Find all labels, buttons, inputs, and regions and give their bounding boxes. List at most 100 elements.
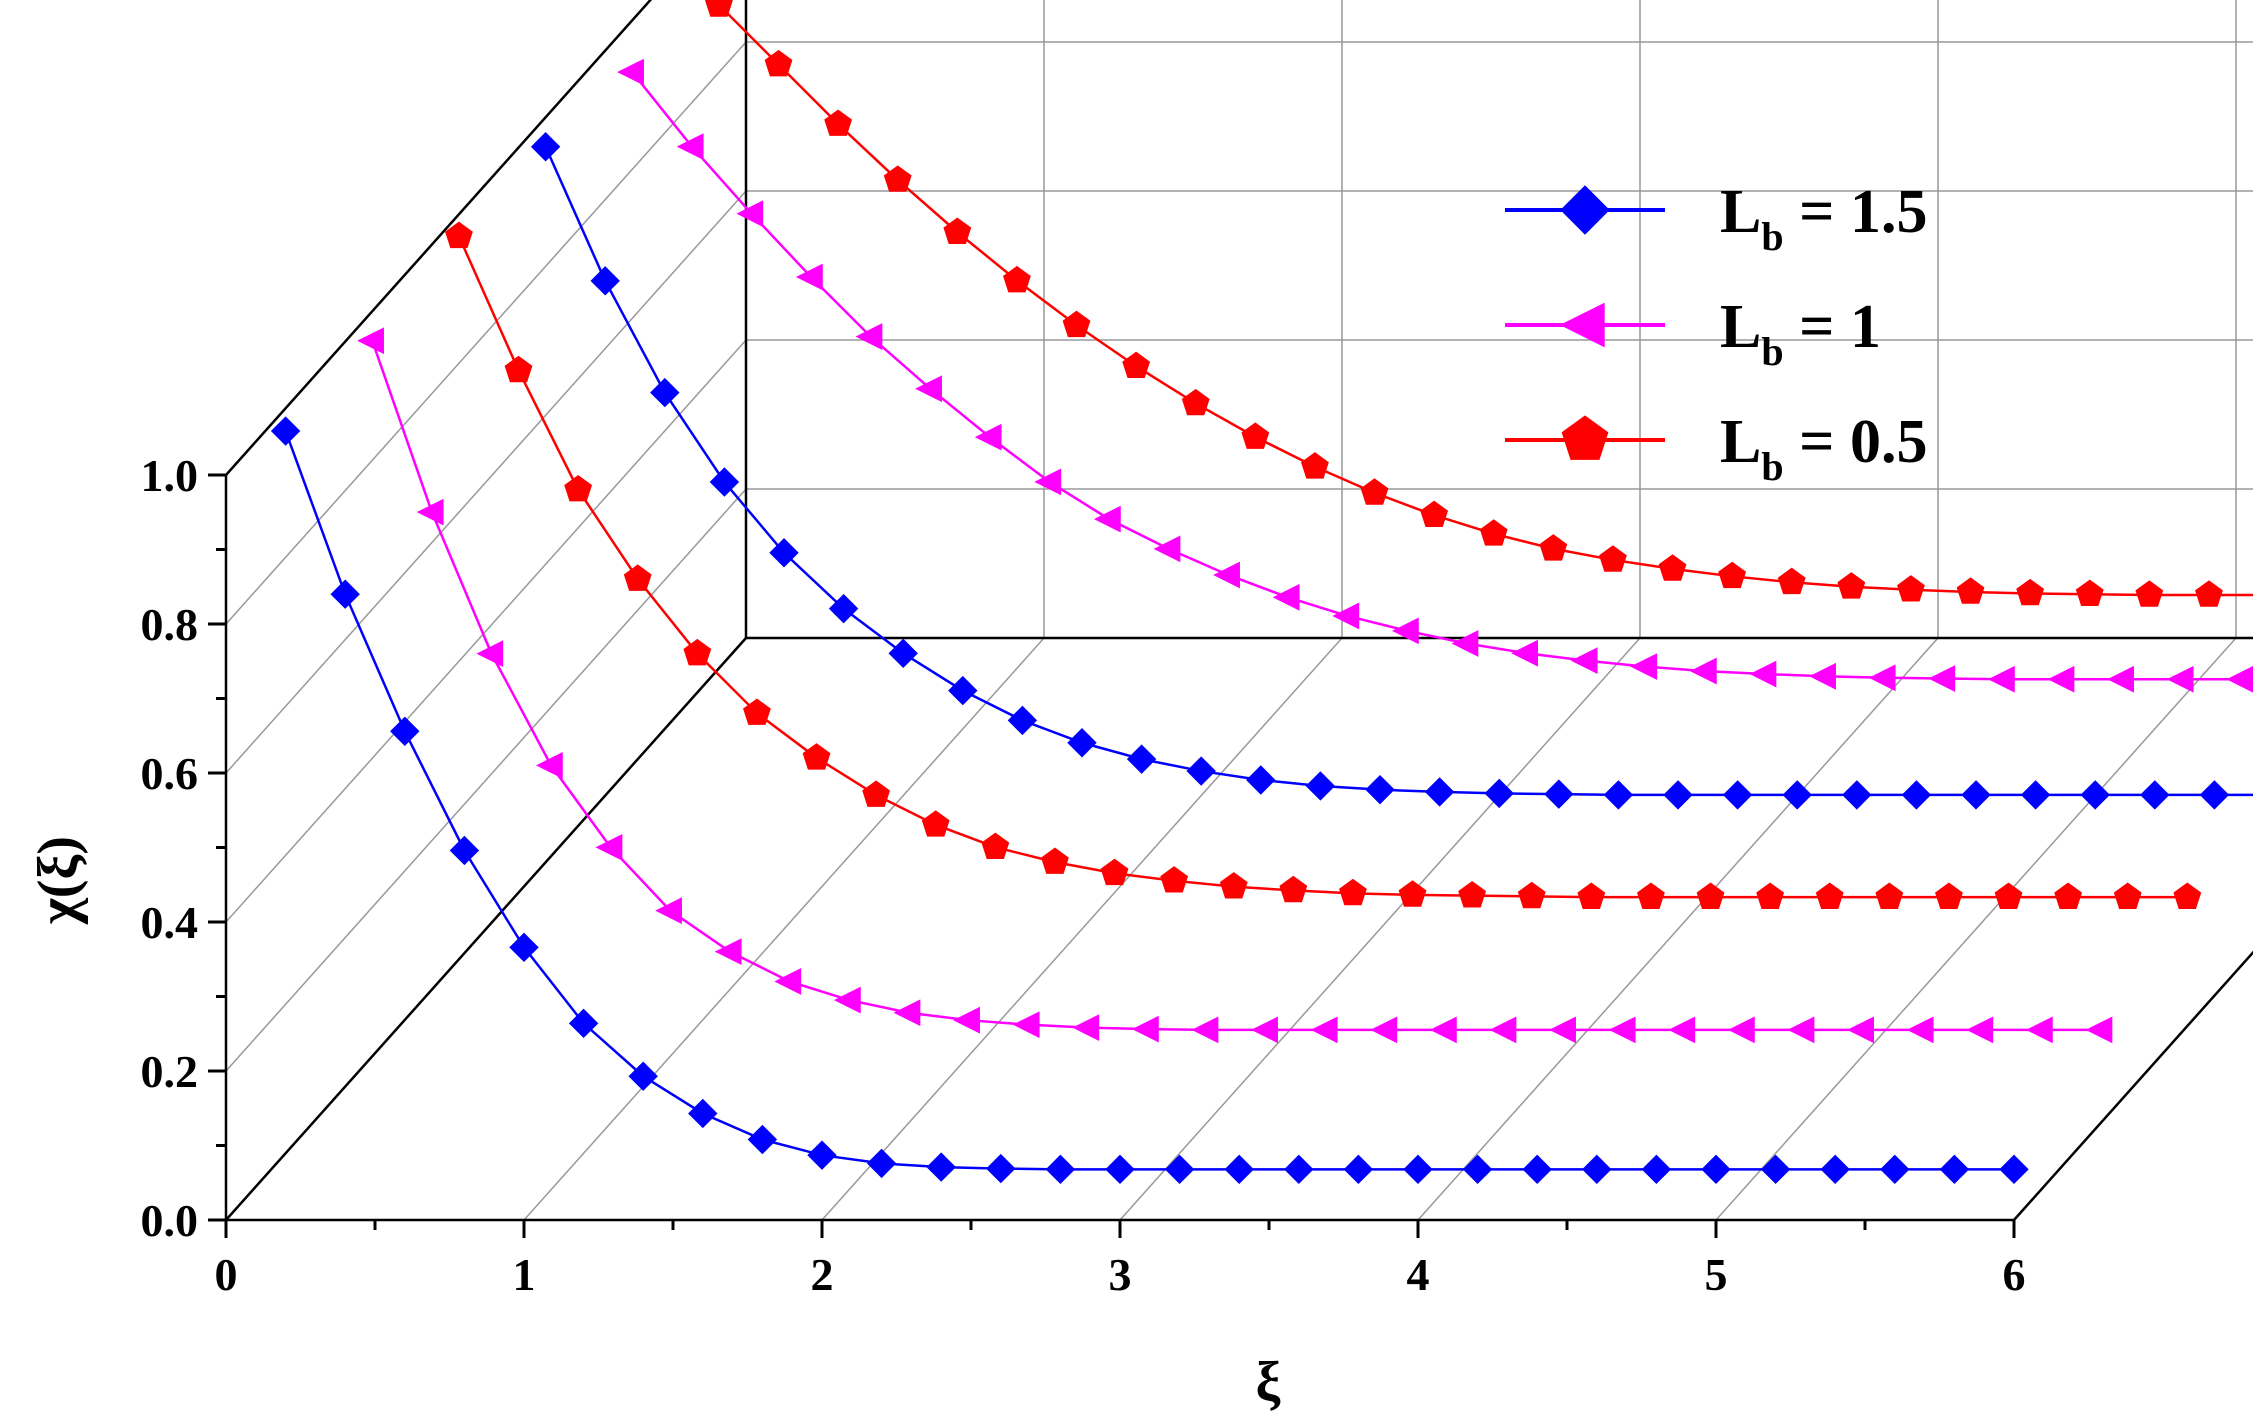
data-point [1126,744,1157,774]
data-point [764,49,793,77]
y-tick-label: 0.0 [141,1195,199,1246]
data-point [1241,422,1270,449]
data-point [1160,866,1189,893]
data-point [688,1098,718,1129]
data-point [1305,771,1336,801]
data-point [1429,1016,1457,1044]
data-point [1484,778,1514,809]
data-point [1570,647,1598,675]
floor-grid-line [1715,637,2237,1221]
x-tick-label: 5 [1705,1249,1728,1300]
data-point [1034,468,1062,496]
data-point [1539,534,1568,561]
data-point [1582,1154,1612,1185]
axis-edge [2013,950,2253,1221]
floor-grid-line [1119,637,1641,1221]
data-point [1559,302,1605,348]
wall-grid-line [225,41,747,625]
data-point [1749,660,1777,688]
data-point [1718,561,1747,589]
data-point [1458,881,1487,908]
series-1 [357,327,2113,1044]
data-point [1880,1154,1910,1185]
data-point [330,579,360,609]
series-5 [705,0,2253,607]
wall-grid-line [225,190,747,774]
series-0 [270,416,2029,1185]
data-point [1041,847,1069,874]
data-point [270,416,301,446]
y-tick-label: 0.4 [141,897,199,948]
data-point [535,751,563,779]
data-point [504,355,533,383]
data-point [1599,545,1627,572]
data-point [1462,1154,1493,1185]
data-point [1544,779,1574,809]
data-point [1577,882,1606,909]
data-point [1489,1016,1517,1044]
legend-label: Lb = 1.5 [1720,178,1927,259]
data-point [1153,535,1181,563]
series-line [631,71,2253,681]
data-point [2135,580,2164,607]
data-point [883,165,912,192]
data-point [1935,882,1963,909]
data-point [1868,664,1896,692]
data-point [1777,567,1806,595]
data-point [476,640,504,668]
data-point [714,938,742,966]
data-point [1701,1154,1731,1185]
data-point [1420,500,1449,528]
axes-layer [224,0,2253,1222]
y-tick-label: 0.6 [141,748,199,799]
data-point [981,832,1010,860]
data-point [617,58,644,86]
data-point [1343,1154,1374,1185]
data-point [2113,882,2142,909]
data-point [1370,1016,1398,1044]
ticks-layer: 0 1 2 3 4 5 6 0.0 0.2 0.4 0.6 0.8 1.0 [141,450,2026,1300]
legend: Lb = 1.5 Lb = 1 Lb = 0.5 [1505,178,1927,489]
data-point [769,538,799,568]
legend-entry: Lb = 0.5 [1505,408,1927,489]
data-point [530,132,561,162]
data-point [1901,780,1932,810]
data-point [2195,580,2223,607]
data-point [1630,653,1658,681]
axis-edge [225,637,747,1221]
data-point [1517,881,1546,909]
data-point [628,1061,658,1091]
data-point [1391,617,1419,645]
data-point [1608,1016,1636,1044]
floor-grid-line [821,637,1343,1221]
data-point [2054,882,2083,909]
data-point [650,377,680,408]
data-point [1696,882,1725,909]
data-point [655,897,682,925]
data-point [1956,577,1985,604]
data-point [1164,1154,1195,1185]
data-point [736,200,764,228]
data-point [747,1124,778,1155]
data-point [2226,665,2253,693]
data-point [709,467,740,497]
data-point [2075,579,2104,607]
data-point [1782,780,1812,810]
data-point [926,1152,956,1182]
data-point [2016,578,2045,606]
data-point [2107,665,2134,693]
data-point [1815,882,1844,909]
series-layer [270,0,2253,1185]
floor-grid-line [523,637,1045,1221]
data-point [862,780,891,807]
data-point [855,323,883,350]
data-point [1560,185,1610,235]
data-point [1689,657,1717,685]
data-point [1897,575,1925,602]
data-point [1987,665,2015,693]
data-point [1727,1016,1755,1044]
data-point [1219,872,1248,899]
data-point [1067,728,1097,758]
data-point [1939,1154,1970,1185]
series-3 [530,132,2253,810]
